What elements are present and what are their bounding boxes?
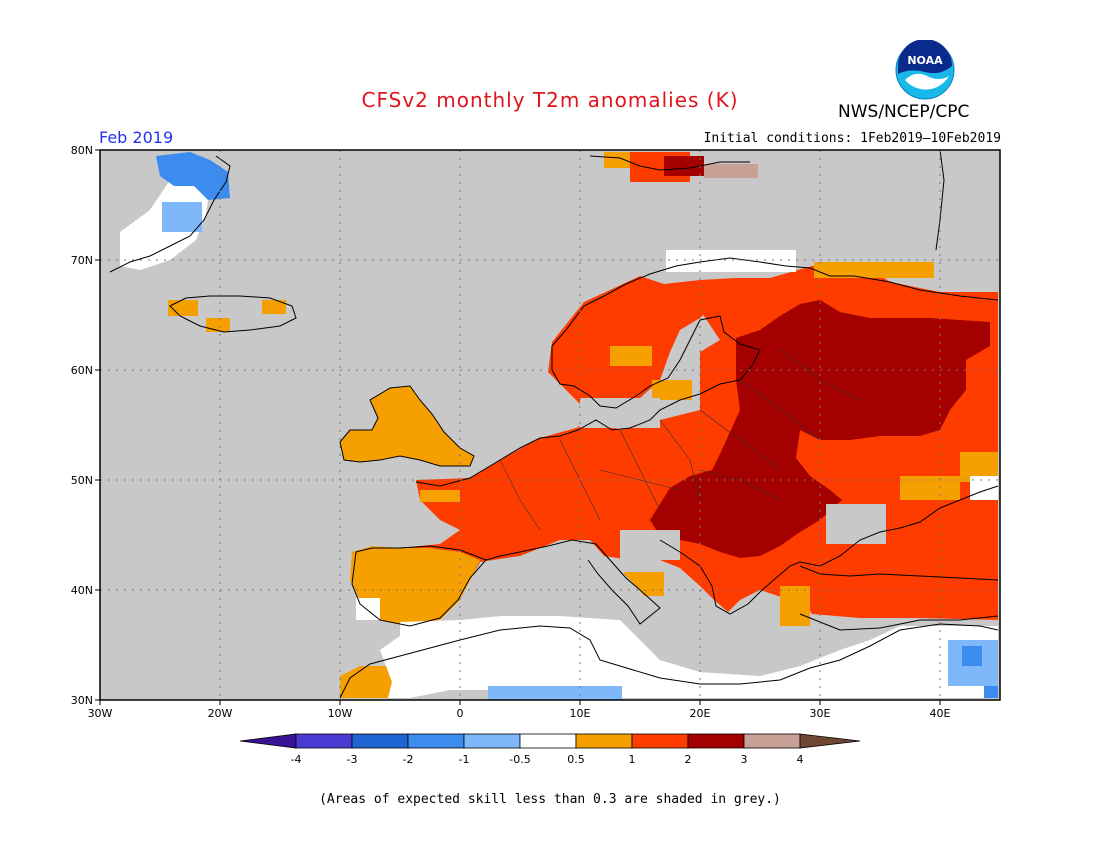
anomaly-fringe-3 [652,380,692,400]
anomaly-cool-greenland [156,152,230,200]
lon-label-20w: 20W [208,707,233,720]
colorbar-label: 4 [797,753,804,766]
lon-labels: 30W 20W 10W 0 10E 20E 30E 40E [88,707,951,720]
anomaly-svalbard-dark [664,156,704,176]
organization-label: NWS/NCEP/CPC [838,102,970,122]
colorbar-label: -4 [291,753,302,766]
neutral-north-africa [380,616,998,698]
noaa-logo: NOAA [895,39,955,100]
lon-label-0: 0 [457,707,464,720]
coast-iceland [169,295,297,333]
low-skill-balkan [620,530,680,560]
anomaly-region-iberia [350,546,480,626]
neutral-caspian [970,476,998,500]
coast-svalbard [589,155,750,171]
colorbar-cell-3 [407,733,465,749]
initial-conditions-label: Initial conditions: 1Feb2019–10Feb2019 [703,131,1001,146]
anomaly-field [120,152,998,700]
coast-europe [339,257,999,699]
colorbar-cell-6 [575,733,633,749]
map-frame [99,149,1001,701]
coast-greenland [109,155,231,273]
colorbar-label: 2 [685,753,692,766]
axis-ticks [95,149,941,705]
anomaly-cool-greenland-lt [162,202,202,232]
anomaly-cool-levant [962,646,982,666]
colorbar [239,733,861,749]
graticule [100,150,1000,700]
anomaly-cool-levant-2 [984,686,998,698]
lon-label-30w: 30W [88,707,113,720]
valid-month-label: Feb 2019 [99,128,174,147]
lat-labels: 30N 40N 50N 60N 70N 80N [71,144,93,707]
noaa-logo-icon: NOAA [895,39,955,100]
anomaly-region-2-3 [650,300,990,558]
colorbar-label: -0.5 [509,753,530,766]
lon-label-10e: 10E [570,707,591,720]
colorbar-cell-1 [295,733,353,749]
colorbar-label: 1 [629,753,636,766]
svg-text:NOAA: NOAA [907,54,943,67]
anomaly-fringe-4 [420,490,460,502]
colorbar-cell-7 [631,733,689,749]
neutral-iberia-s [356,598,380,620]
colorbar-cell-8 [687,733,745,749]
lat-label-50n: 50N [71,474,93,487]
anomaly-region-morocco [340,666,392,698]
anomaly-region-turkey [800,566,998,620]
anomaly-fringe-12 [262,300,286,314]
anomaly-fringe-2 [610,346,652,366]
lat-label-40n: 40N [71,584,93,597]
colorbar-label: -2 [403,753,414,766]
lat-label-80n: 80N [71,144,93,157]
anomaly-region-scandinavia [548,276,736,410]
colorbar-labels: -4 -3 -2 -1 -0.5 0.5 1 2 3 4 [291,753,804,766]
colorbar-label: 0.5 [567,753,585,766]
anomaly-svalbard-tan [704,164,758,178]
colorbar-cell-5 [519,733,577,749]
lon-label-20e: 20E [690,707,711,720]
skill-footnote: (Areas of expected skill less than 0.3 a… [319,792,781,807]
colorbar-cell-0 [239,733,297,749]
anomaly-cool-sahara [488,686,622,700]
colorbar-cell-10 [799,733,861,749]
neutral-scandinavia-n [666,250,796,272]
anomaly-fringe-1 [814,262,934,278]
colorbar-label: 3 [741,753,748,766]
low-skill-baltic [580,398,660,428]
lon-label-40e: 40E [930,707,951,720]
anomaly-fringe-6 [780,586,810,626]
low-skill-mediterranean [460,566,840,676]
low-skill-black-sea [826,504,886,544]
colorbar-label: -3 [347,753,358,766]
lat-label-30n: 30N [71,694,93,707]
colorbar-cell-9 [743,733,801,749]
map-title: CFSv2 monthly T2m anomalies (K) [361,88,739,112]
anomaly-fringe-11 [206,318,230,332]
colorbar-label: -1 [459,753,470,766]
colorbar-cell-2 [351,733,409,749]
anomaly-region-british-isles [340,386,474,466]
coast-novaya [935,150,945,251]
lat-label-60n: 60N [71,364,93,377]
lat-label-70n: 70N [71,254,93,267]
colorbar-cell-4 [463,733,521,749]
lon-label-30e: 30E [810,707,831,720]
lon-label-10w: 10W [328,707,353,720]
